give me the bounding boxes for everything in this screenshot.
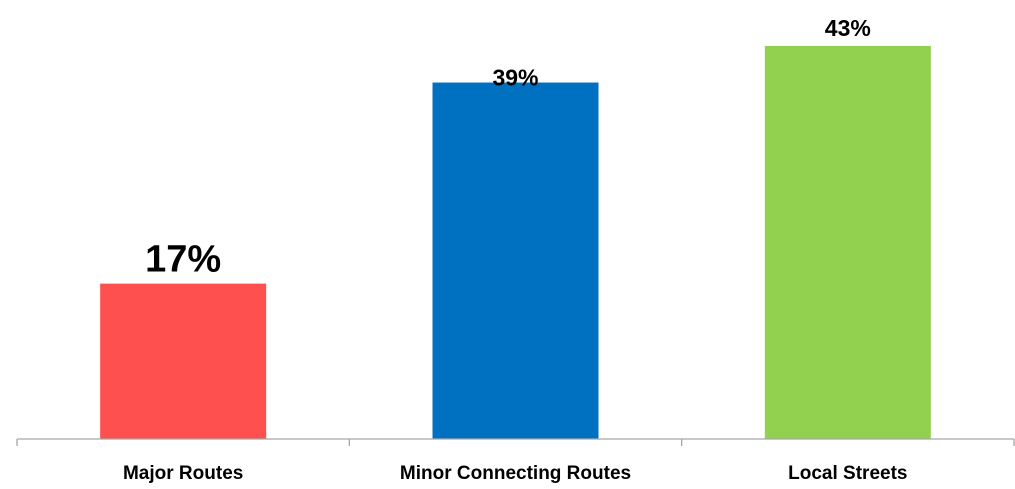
bar-minor-connecting-routes [432,82,599,439]
bar-local-streets [764,45,931,439]
category-label-local-streets: Local Streets [788,463,907,484]
data-labels-group: 17% 39% 43% [145,15,871,281]
x-axis-ticks [16,439,1015,446]
bars-group [100,45,931,439]
category-label-major-routes: Major Routes [123,463,243,484]
data-label-major-routes: 17% [145,239,221,281]
bar-major-routes [100,283,267,439]
data-label-local-streets: 43% [825,15,871,41]
category-label-minor-connecting-routes: Minor Connecting Routes [400,463,631,484]
category-labels-group: Major Routes Minor Connecting Routes Local… [123,463,908,484]
data-label-minor-connecting-routes: 39% [492,65,538,91]
